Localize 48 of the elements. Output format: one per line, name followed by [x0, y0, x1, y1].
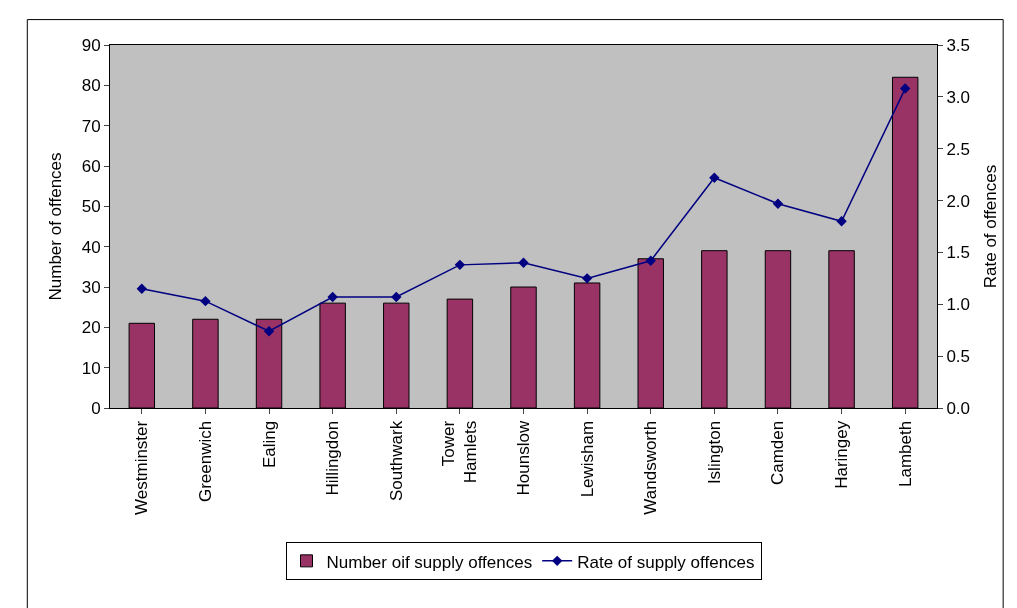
- y2-tick-label: 2.5: [946, 139, 971, 159]
- point: [836, 216, 847, 227]
- y2-tick-label: 1.5: [946, 243, 971, 263]
- y-tick-label: 70: [81, 116, 101, 136]
- x-tick-label: Lewisham: [577, 420, 597, 498]
- point: [454, 259, 466, 271]
- point: [391, 291, 402, 303]
- y-tick-label: 80: [81, 76, 101, 96]
- x-tick-label: Greenwich: [195, 420, 215, 503]
- y2-tick-label: 2.0: [946, 191, 971, 211]
- point: [327, 291, 338, 303]
- y2-tick-label: 1.0: [946, 295, 971, 315]
- y-tick-label: 20: [81, 318, 101, 338]
- y-tick-label: 90: [81, 35, 101, 55]
- y-tick-label: 10: [81, 358, 101, 378]
- y2-tick-label: 3.5: [946, 35, 971, 55]
- legend-label: Rate of supply offences: [577, 552, 755, 572]
- point: [709, 172, 720, 183]
- x-tick-label: Haringey: [832, 420, 852, 489]
- point: [772, 198, 784, 209]
- point: [645, 255, 656, 266]
- y-tick-label: 60: [81, 156, 101, 176]
- x-tick-label: Southwark: [386, 420, 406, 502]
- x-tick-label: Ealing: [259, 420, 279, 469]
- x-tick-label: Tower Hamlets: [439, 420, 481, 484]
- y-axis-title: Number of offences: [46, 152, 66, 301]
- x-tick-label: Hounslow: [514, 420, 534, 496]
- x-tick-label: Lambeth: [895, 420, 915, 487]
- point: [581, 273, 593, 284]
- y-tick-label: 40: [81, 237, 101, 257]
- y2-tick-label: 0.0: [946, 398, 971, 418]
- x-tick-label: Hillingdon: [323, 420, 343, 496]
- legend-label: Number oif supply offences: [326, 552, 533, 572]
- point: [899, 83, 911, 94]
- y2-tick-label: 0.5: [946, 347, 971, 367]
- x-tick-label: Islington: [704, 420, 724, 485]
- x-tick-label: Camden: [768, 420, 788, 486]
- point: [263, 326, 275, 337]
- y2-tick-label: 3.0: [946, 87, 971, 107]
- x-tick-label: Westminster: [132, 420, 152, 515]
- y-tick-label: 50: [81, 197, 101, 217]
- y-tick-label: 0: [91, 398, 101, 418]
- y2-axis-title: Rate of offences: [981, 164, 1001, 289]
- point: [136, 283, 148, 294]
- point: [200, 295, 211, 307]
- point: [518, 257, 529, 268]
- x-tick-label: Wandsworth: [641, 420, 661, 515]
- y-tick-label: 30: [81, 277, 101, 297]
